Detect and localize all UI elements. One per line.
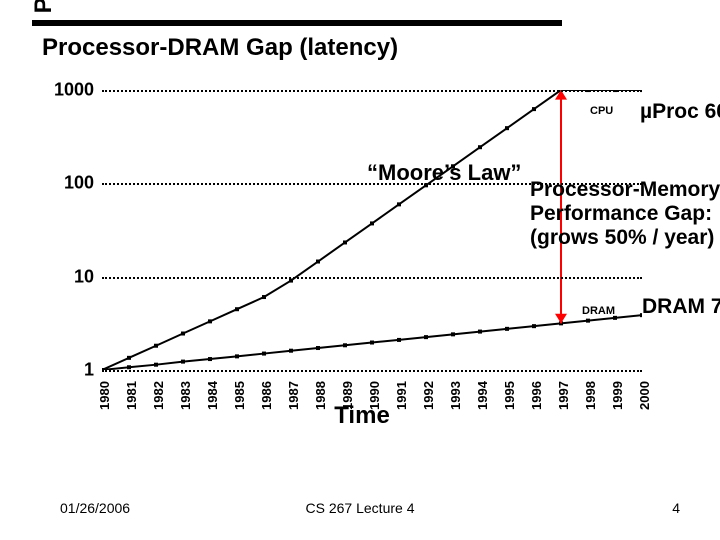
y-tick-label: 10: [38, 266, 94, 287]
x-tick-label: 1992: [421, 381, 436, 410]
x-tick-label: 2000: [637, 381, 652, 410]
x-tick-label: 1991: [394, 381, 409, 410]
x-tick-label: 1995: [502, 381, 517, 410]
x-tick-label: 1985: [232, 381, 247, 410]
y-tick-label: 1000: [38, 80, 94, 101]
y-tick-label: 1: [38, 360, 94, 381]
gap-annotation: Processor-Memory Performance Gap: (grows…: [530, 178, 720, 250]
x-tick-label: 1987: [286, 381, 301, 410]
x-tick-label: 1980: [97, 381, 112, 410]
x-tick-label: 1981: [124, 381, 139, 410]
x-tick-label: 1988: [313, 381, 328, 410]
x-tick-label: 1989: [340, 381, 355, 410]
gridline: [102, 277, 642, 279]
x-tick-label: 1986: [259, 381, 274, 410]
x-tick-label: 1996: [529, 381, 544, 410]
slide-title: Processor-DRAM Gap (latency): [42, 34, 398, 62]
cpu-series-label: CPU: [590, 105, 613, 117]
x-tick-label: 1990: [367, 381, 382, 410]
gridline: [102, 370, 642, 372]
title-rule: [32, 20, 562, 26]
muproc-annotation: µProc 60%/yr.: [640, 100, 720, 124]
x-tick-label: 1982: [151, 381, 166, 410]
x-tick-label: 1998: [583, 381, 598, 410]
footer-center: CS 267 Lecture 4: [0, 500, 720, 516]
x-tick-label: 1984: [205, 381, 220, 410]
moores-law-annotation: “Moore’s Law”: [367, 160, 521, 186]
x-tick-label: 1999: [610, 381, 625, 410]
x-tick-label: 1997: [556, 381, 571, 410]
plot-area: “Moore’s Law” CPU DRAM µProc 60%/yr. Pro…: [102, 90, 642, 370]
gridline: [102, 90, 642, 92]
x-tick-label: 1993: [448, 381, 463, 410]
footer-page: 4: [672, 500, 680, 516]
x-tick-label: 1983: [178, 381, 193, 410]
dram-annotation: DRAM 7%/yr.: [642, 295, 720, 319]
chart: Performance “Moore’s Law” CPU DRAM µProc…: [42, 90, 682, 435]
y-tick-label: 100: [38, 173, 94, 194]
gridline: [102, 183, 642, 185]
x-tick-label: 1994: [475, 381, 490, 410]
dram-series-label: DRAM: [582, 305, 615, 317]
